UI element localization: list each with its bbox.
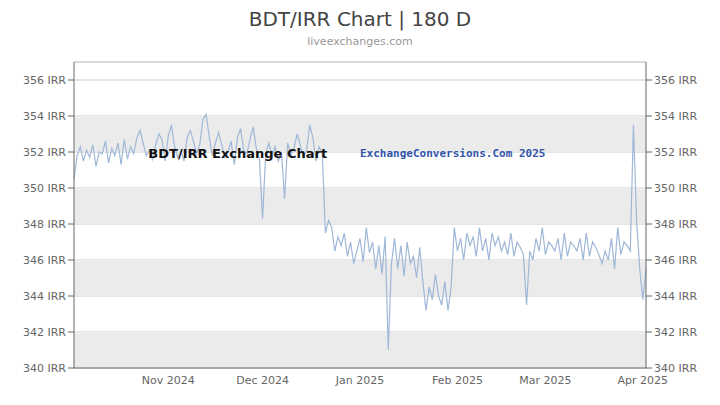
svg-text:346 IRR: 346 IRR [23, 254, 66, 267]
svg-text:342 IRR: 342 IRR [654, 326, 697, 339]
svg-text:352 IRR: 352 IRR [23, 146, 66, 159]
svg-text:Feb 2025: Feb 2025 [432, 374, 483, 387]
html-text:BDT/IRR Chart | 180 D: BDT/IRR Chart | 180 D [248, 7, 472, 31]
svg-text:344 IRR: 344 IRR [654, 290, 697, 303]
html-text:ExchangeConversions.Com 2025: ExchangeConversions.Com 2025 [360, 146, 546, 160]
svg-text:354 IRR: 354 IRR [23, 110, 66, 123]
svg-text:352 IRR: 352 IRR [654, 146, 697, 159]
svg-text:340 IRR: 340 IRR [23, 362, 66, 375]
svg-text:Jan 2025: Jan 2025 [335, 374, 384, 387]
svg-text:340 IRR: 340 IRR [654, 362, 697, 375]
svg-text:346 IRR: 346 IRR [654, 254, 697, 267]
html-text:BDT/IRR Exchange Chart: BDT/IRR Exchange Chart [148, 145, 328, 161]
svg-text:350 IRR: 350 IRR [654, 182, 697, 195]
svg-text:348 IRR: 348 IRR [23, 218, 66, 231]
svg-text:Nov 2024: Nov 2024 [142, 374, 195, 387]
svg-text:342 IRR: 342 IRR [23, 326, 66, 339]
svg-text:Dec 2024: Dec 2024 [236, 374, 289, 387]
svg-text:356 IRR: 356 IRR [654, 74, 697, 87]
html-text:liveexchanges.com: liveexchanges.com [307, 35, 413, 48]
svg-text:Mar 2025: Mar 2025 [519, 374, 571, 387]
svg-text:344 IRR: 344 IRR [23, 290, 66, 303]
svg-text:354 IRR: 354 IRR [654, 110, 697, 123]
svg-text:Apr 2025: Apr 2025 [618, 374, 669, 387]
svg-text:348 IRR: 348 IRR [654, 218, 697, 231]
svg-text:350 IRR: 350 IRR [23, 182, 66, 195]
svg-text:356 IRR: 356 IRR [23, 74, 66, 87]
